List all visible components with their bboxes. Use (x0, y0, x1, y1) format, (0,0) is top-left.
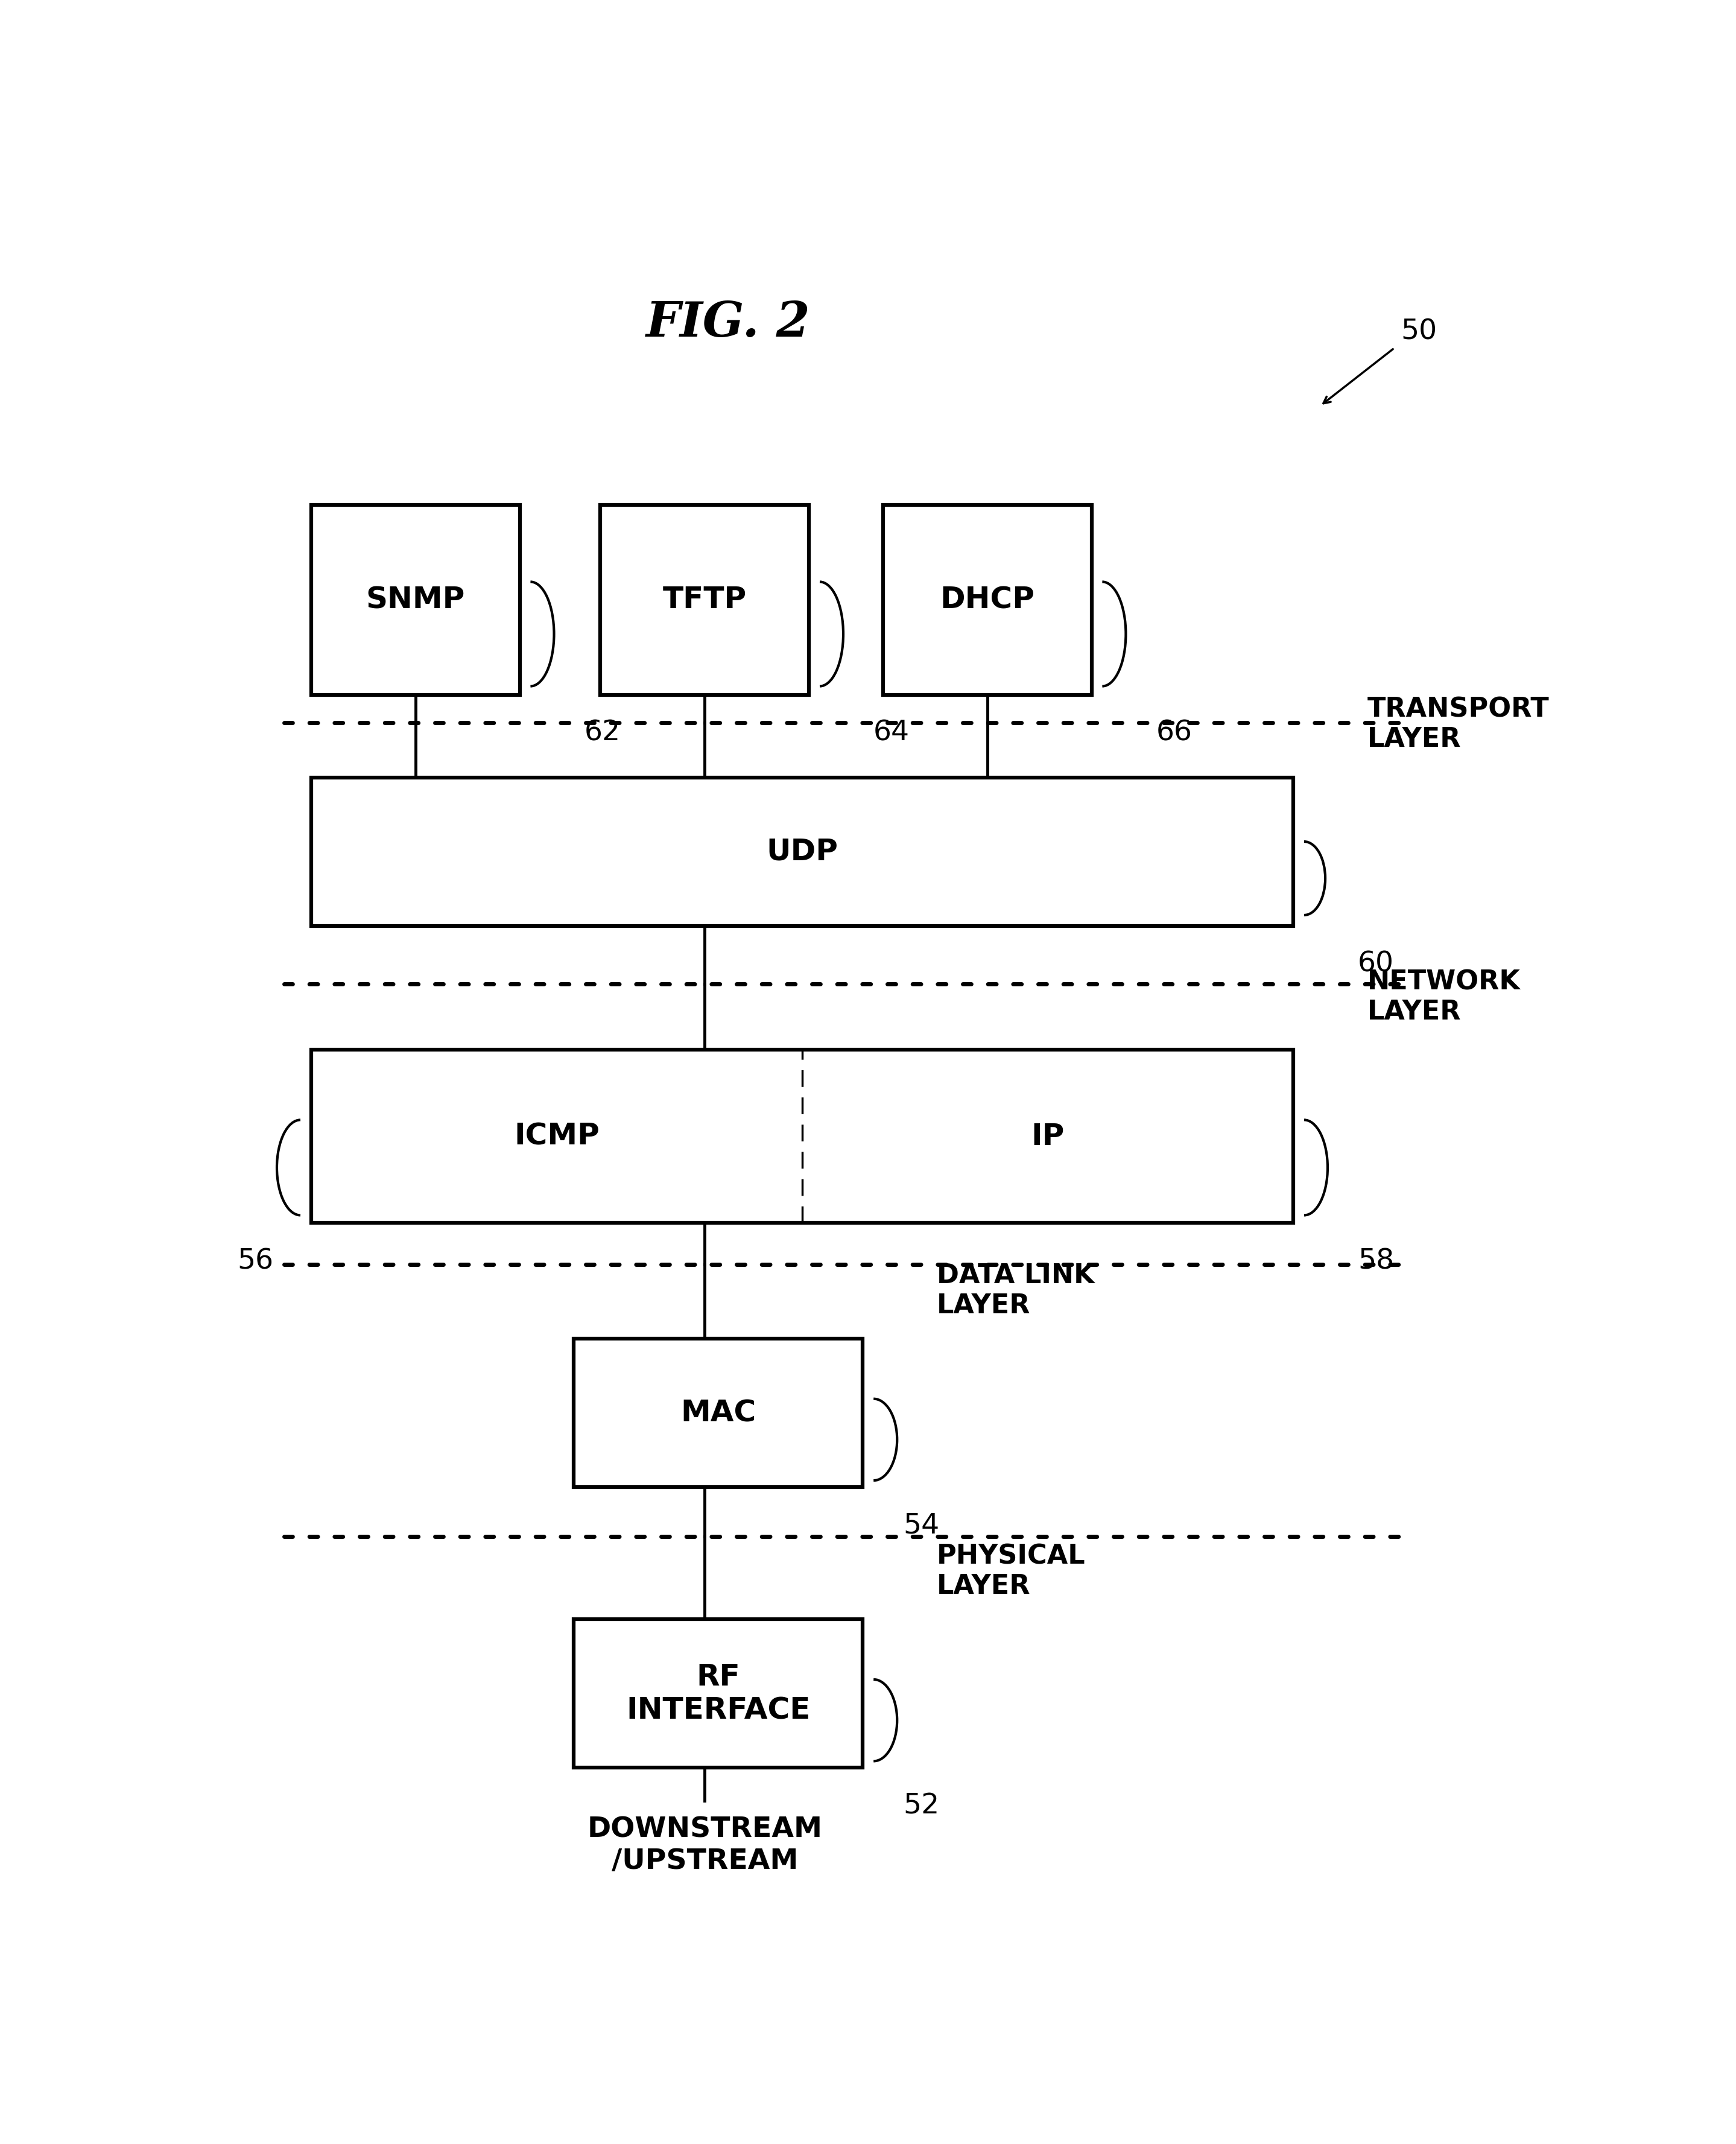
Text: RF
INTERFACE: RF INTERFACE (627, 1662, 811, 1724)
Text: 50: 50 (1401, 317, 1437, 345)
Text: 64: 64 (873, 720, 910, 746)
Bar (884, 506, 1092, 695)
Text: 54: 54 (903, 1512, 939, 1539)
Text: DHCP: DHCP (939, 585, 1035, 615)
Text: ICMP: ICMP (514, 1121, 599, 1151)
Text: PHYSICAL
LAYER: PHYSICAL LAYER (937, 1544, 1085, 1599)
Text: 58: 58 (1358, 1248, 1394, 1276)
Text: 60: 60 (1358, 950, 1394, 978)
Text: NETWORK
LAYER: NETWORK LAYER (1368, 969, 1521, 1025)
Text: TRANSPORT
LAYER: TRANSPORT LAYER (1368, 697, 1549, 753)
Text: DATA LINK
LAYER: DATA LINK LAYER (937, 1263, 1095, 1319)
Bar (573, 1338, 863, 1488)
Text: 52: 52 (903, 1792, 939, 1820)
Bar (311, 778, 1293, 926)
Text: 56: 56 (238, 1248, 274, 1276)
Bar (311, 1051, 1293, 1222)
Text: UDP: UDP (766, 836, 838, 866)
Bar (311, 506, 519, 695)
Text: DOWNSTREAM
/UPSTREAM: DOWNSTREAM /UPSTREAM (587, 1816, 823, 1874)
Text: MAC: MAC (681, 1398, 755, 1428)
Bar (573, 1619, 863, 1769)
Text: IP: IP (1031, 1121, 1064, 1151)
Text: TFTP: TFTP (663, 585, 746, 615)
Text: 66: 66 (1156, 720, 1193, 746)
Text: 62: 62 (585, 720, 620, 746)
Text: SNMP: SNMP (366, 585, 465, 615)
Text: FIG. 2: FIG. 2 (646, 300, 811, 347)
Bar (601, 506, 809, 695)
